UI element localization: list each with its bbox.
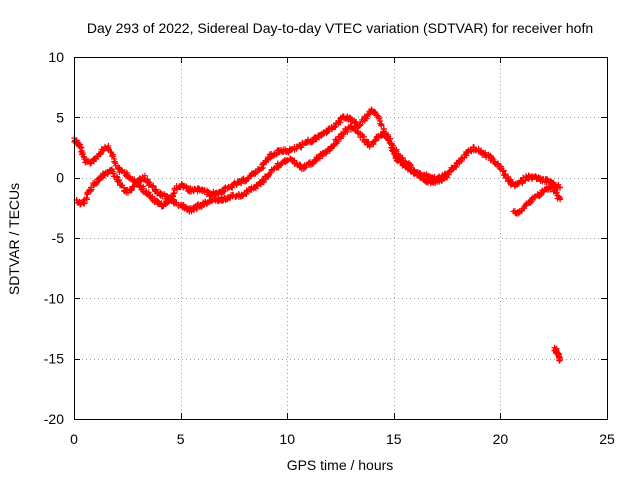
data-point (84, 190, 91, 197)
data-point (252, 169, 259, 176)
data-point (153, 186, 160, 193)
data-point (388, 141, 395, 148)
data-point (470, 144, 477, 151)
data-point (375, 115, 382, 122)
data-point (309, 139, 316, 146)
data-point (378, 121, 385, 128)
data-point (536, 193, 543, 200)
data-point (238, 180, 245, 187)
data-point (351, 124, 358, 131)
data-point (557, 184, 564, 191)
data-point (115, 178, 122, 185)
data-point (325, 127, 332, 134)
y-tick-label: -5 (52, 230, 65, 246)
data-point (105, 142, 112, 149)
y-tick-label: -10 (44, 290, 64, 306)
data-point (371, 137, 378, 144)
data-point (372, 136, 379, 143)
x-tick-label: 10 (279, 431, 295, 447)
x-tick-label: 0 (70, 431, 78, 447)
x-tick-label: 5 (177, 431, 185, 447)
data-point (489, 154, 496, 161)
y-tick-label: 0 (56, 170, 64, 186)
x-tick-label: 25 (599, 431, 615, 447)
data-point (442, 173, 449, 180)
y-tick-label: 5 (56, 109, 64, 125)
data-point (444, 174, 451, 181)
data-point (407, 164, 414, 171)
chart-title: Day 293 of 2022, Sidereal Day-to-day VTE… (87, 20, 593, 36)
data-point (556, 357, 563, 364)
axis-ticks (74, 57, 608, 420)
data-point (150, 183, 157, 190)
x-axis-label: GPS time / hours (287, 457, 394, 473)
x-tick-label: 20 (493, 431, 509, 447)
data-point (353, 118, 360, 125)
data-point (399, 154, 406, 161)
data-point (141, 172, 148, 179)
data-point (128, 187, 135, 194)
data-point (83, 195, 90, 202)
data-point (412, 168, 419, 175)
y-axis-label: SDTVAR / TECUs (6, 183, 22, 295)
data-point (130, 183, 137, 190)
data-point (198, 203, 205, 210)
data-point (124, 171, 131, 178)
data-point (389, 142, 396, 149)
grid-lines (74, 57, 607, 419)
data-point (501, 172, 508, 179)
y-tick-label: -15 (44, 351, 64, 367)
data-point (557, 356, 564, 363)
data-point (229, 184, 236, 191)
data-point (553, 189, 560, 196)
data-point (293, 160, 300, 167)
data-point (557, 196, 564, 203)
data-point (518, 178, 525, 185)
data-point (371, 108, 378, 115)
y-tick-label: 10 (48, 49, 64, 65)
x-tick-label: 15 (386, 431, 402, 447)
data-points (71, 106, 564, 364)
y-tick-label: -20 (44, 411, 64, 427)
data-point (387, 135, 394, 142)
data-point (221, 188, 228, 195)
